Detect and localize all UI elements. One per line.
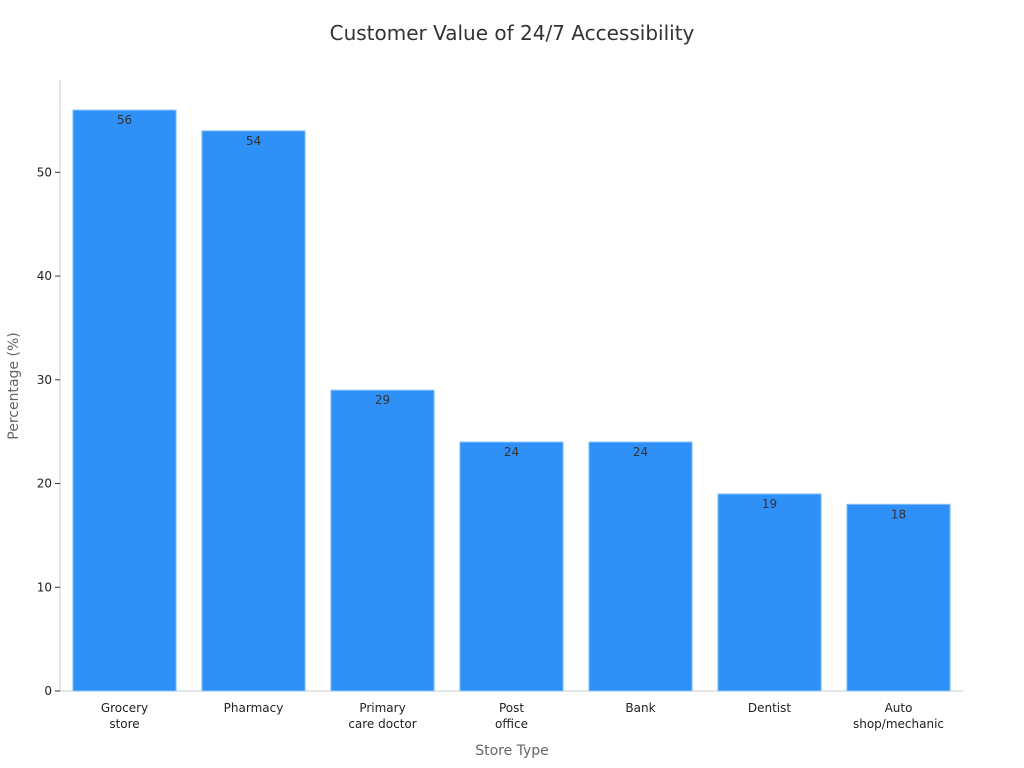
bar [846,503,951,692]
x-tick-label: Dentist [748,701,792,715]
value-label: 19 [762,497,777,511]
y-tick-label: 10 [37,580,52,594]
y-tick-label: 0 [44,684,52,698]
y-axis-title: Percentage (%) [6,332,22,439]
value-label: 54 [246,134,261,148]
y-tick-label: 20 [37,477,52,491]
bar [588,441,693,692]
x-tick-label: Auto shop/mechanic [853,701,944,731]
x-tick-label: Bank [625,701,655,715]
x-tick-label: Pharmacy [224,701,284,715]
value-label: 56 [117,113,132,127]
x-axis-title: Store Type [475,743,549,759]
x-tick-label: Grocery store [101,701,148,731]
y-tick-label: 50 [37,165,52,179]
x-tick-label: Primary care doctor [348,701,416,731]
bar [72,109,177,692]
x-tick-label: Post office [495,701,528,731]
bar [201,130,306,692]
y-tick-label: 40 [37,269,52,283]
value-label: 18 [891,507,906,521]
value-label: 29 [375,393,390,407]
value-label: 24 [633,445,648,459]
y-tick-label: 30 [37,373,52,387]
bar [459,441,564,692]
bar [717,493,822,692]
value-label: 24 [504,445,519,459]
chart-title: Customer Value of 24/7 Accessibility [330,21,695,45]
bar [330,389,435,692]
